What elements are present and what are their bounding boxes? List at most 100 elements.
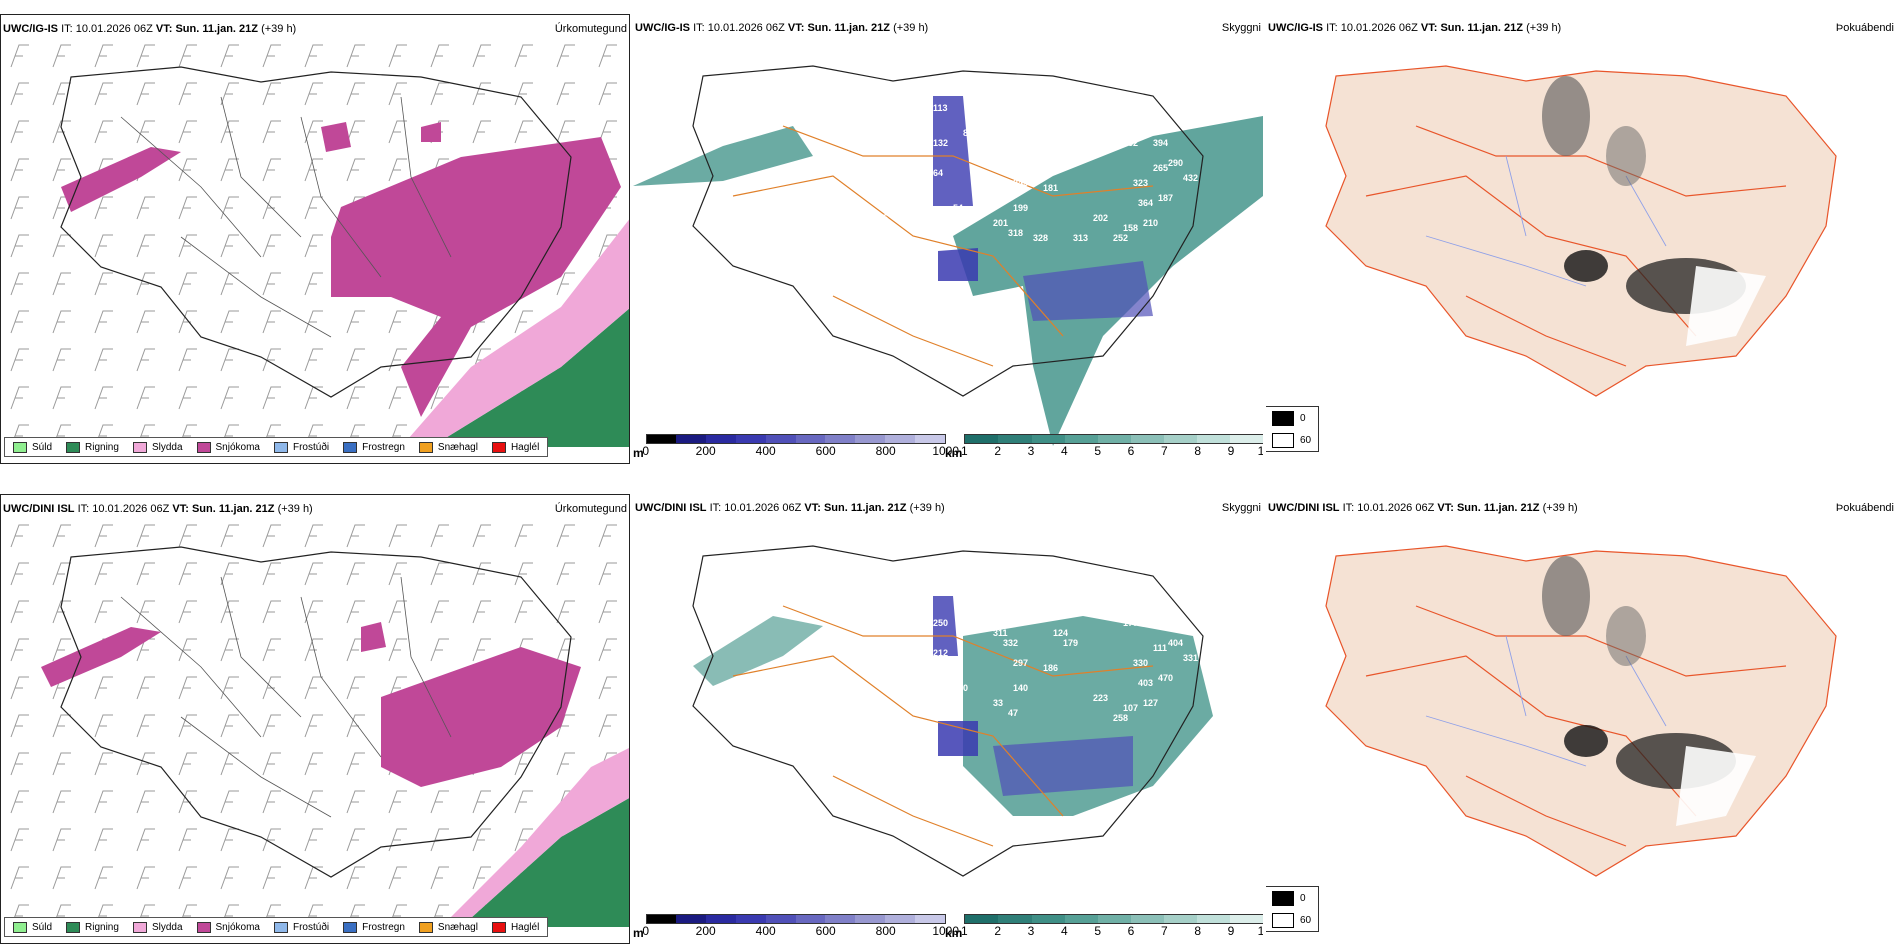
legend-swatch [196, 441, 211, 453]
colorbar-cell [1064, 435, 1098, 443]
iceland-coastline [60, 546, 572, 878]
colorbar-tick: 2 [994, 924, 1002, 938]
colorbar-cell [1130, 435, 1164, 443]
ceiling-label: 364 [1138, 198, 1153, 208]
colorbar-cell [855, 435, 886, 443]
fog-area [1606, 606, 1646, 666]
panel-variable: Úrkomutegund [554, 23, 627, 35]
colorbar-cell [736, 915, 766, 923]
panel-title: UWC/IG-IS IT: 10.01.2026 06Z VT: Sun. 11… [1268, 22, 1562, 34]
colorbar-tick: 2 [994, 444, 1002, 458]
roads [732, 605, 1154, 847]
colorbar-cell [795, 435, 826, 443]
precip-legend: Súld Rigning Slydda Snjókoma Frostúði Fr… [4, 917, 549, 937]
colorbar-unit: km [945, 926, 963, 940]
colorbar-cell [998, 915, 1032, 923]
colorbar-tick: 200 [695, 924, 716, 938]
colorbar-tick: 1 [961, 444, 968, 458]
colorbar-cell [1031, 435, 1065, 443]
iceland-coastline [692, 65, 1204, 397]
colorbar-cell [1130, 915, 1164, 923]
colorbar-cell [765, 915, 796, 923]
ceiling-label: 47 [1008, 708, 1018, 718]
ceiling-label: 290 [1168, 158, 1183, 168]
colorbar-tick: 800 [875, 444, 896, 458]
panel-variable: Þokuábendi [1835, 22, 1894, 34]
fog-map [1325, 65, 1837, 397]
ceiling-label: 265 [1153, 163, 1168, 173]
ceiling-label: 107 [1123, 703, 1138, 713]
legend-swatch [343, 441, 358, 453]
panel-title: UWC/DINI ISL IT: 10.01.2026 06Z VT: Sun.… [1268, 502, 1578, 514]
roads [120, 96, 452, 338]
colorbar-tick: 1 [961, 924, 968, 938]
ceiling-label: 330 [1133, 658, 1148, 668]
colorbar-tick: 400 [755, 924, 776, 938]
legend-item: Frostúði [273, 921, 329, 933]
colorbar-tick: 7 [1161, 924, 1168, 938]
colorbar-cell [1031, 915, 1065, 923]
colorbar-tick: 8 [1194, 924, 1202, 938]
panel-variable: Þokuábendi [1835, 502, 1894, 514]
ceiling-label: 331 [1183, 653, 1198, 663]
colorbar-cell [965, 915, 999, 923]
ceiling-label: 140 [1013, 683, 1028, 693]
fog-legend-swatch [1272, 890, 1294, 906]
colorbar-cell [885, 915, 915, 923]
legend-swatch [132, 921, 147, 933]
colorbar-tick: 1000 [932, 924, 960, 938]
rain-area [461, 798, 629, 927]
no-fog-area [1686, 266, 1766, 346]
ceiling-label: 202 [1093, 213, 1108, 223]
ceiling-label: 470 [1158, 673, 1173, 683]
ceiling-label: 332 [1003, 638, 1018, 648]
no-fog-area [1676, 746, 1756, 826]
fog-area [1564, 250, 1608, 282]
legend-swatch [13, 921, 27, 933]
colorbar-cell [646, 435, 677, 443]
colorbar-cell [1164, 435, 1198, 443]
colorbar-tick: 800 [875, 924, 896, 938]
ceiling-label: 135 [873, 213, 888, 223]
fog-panel-bottom: UWC/DINI ISL IT: 10.01.2026 06Z VT: Sun.… [1266, 494, 1896, 944]
visibility-colorbar: km 1 2 3 4 5 6 7 8 9 10 [945, 914, 1263, 940]
legend-item: Snjókoma [196, 441, 260, 453]
fog-area [1542, 556, 1590, 636]
ceiling-label: 124 [1053, 628, 1068, 638]
ceiling-label: 243 [1013, 178, 1028, 188]
ceiling-label: 199 [1013, 203, 1028, 213]
ceiling-label: 321 [1153, 618, 1168, 628]
ceiling-label: 223 [1093, 693, 1108, 703]
ceiling-colorbar: m 0 200 400 600 800 1000 [633, 914, 959, 940]
colorbar-cell [676, 915, 707, 923]
fog-area [1542, 76, 1590, 156]
colorbar-cells [645, 434, 946, 444]
colorbar-cell [855, 915, 886, 923]
legend-item: Snæhagl [418, 921, 478, 933]
legend-item: Rigning [66, 921, 119, 933]
legend-item: Frostúði [273, 441, 329, 453]
colorbar-cell [765, 435, 796, 443]
legend-swatch [196, 921, 211, 933]
ceiling-label: 111 [1153, 643, 1167, 653]
colorbar-tick: 5 [1094, 924, 1102, 938]
precip-type-panel-top: UWC/IG-IS IT: 10.01.2026 06Z VT: Sun. 11… [0, 14, 630, 464]
colorbar-tick: 3 [1027, 924, 1035, 938]
legend-item: Haglél [491, 441, 539, 453]
colorbar-cell [825, 435, 856, 443]
fog-legend: 0 60 [1266, 406, 1319, 452]
snow-area [421, 122, 441, 142]
ceiling-label: 815 [743, 603, 758, 613]
colorbar-cells [964, 434, 1263, 444]
fog-area [1606, 126, 1646, 186]
colorbar-tick: 400 [755, 444, 776, 458]
ceiling-label: 64 [933, 168, 943, 178]
rivers [1425, 155, 1667, 287]
ceiling-label: 432 [1183, 173, 1198, 183]
colorbar-cell [1230, 435, 1263, 443]
ceiling-label: 179 [1063, 638, 1078, 648]
ceiling-label: 263 [963, 608, 978, 618]
